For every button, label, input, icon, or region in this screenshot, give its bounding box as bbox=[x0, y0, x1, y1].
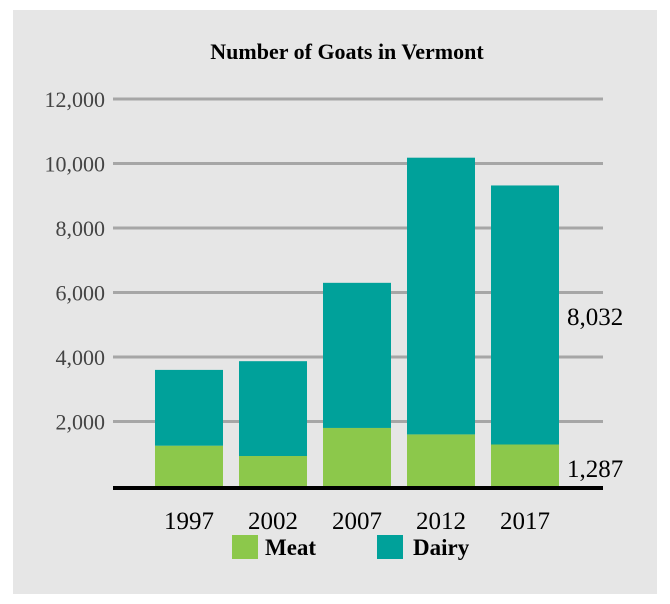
x-axis-ticks: 1997 2002 2007 2012 2017 bbox=[164, 508, 550, 535]
x-tick-label: 2002 bbox=[248, 508, 298, 535]
y-axis-ticks: 2,000 4,000 6,000 8,000 10,000 12,000 bbox=[45, 87, 106, 435]
bar-dairy-2002 bbox=[239, 361, 307, 457]
bar-dairy-2012 bbox=[407, 157, 475, 435]
x-tick-label: 1997 bbox=[164, 508, 214, 535]
chart-title: Number of Goats in Vermont bbox=[210, 39, 484, 64]
bar-meat-2002 bbox=[239, 456, 307, 486]
y-tick-label: 2,000 bbox=[56, 410, 106, 435]
annotation-dairy: 8,032 bbox=[567, 304, 623, 331]
bars bbox=[155, 157, 559, 486]
legend-label-meat: Meat bbox=[265, 535, 316, 560]
y-tick-label: 10,000 bbox=[45, 152, 106, 177]
legend-label-dairy: Dairy bbox=[413, 535, 470, 560]
annotations: 8,032 1,287 bbox=[567, 304, 623, 483]
legend: Meat Dairy bbox=[232, 535, 470, 560]
y-tick-label: 4,000 bbox=[56, 345, 106, 370]
y-tick-label: 6,000 bbox=[56, 281, 106, 306]
bar-dairy-2017 bbox=[491, 185, 559, 445]
legend-swatch-dairy bbox=[377, 535, 403, 559]
stacked-bar-chart: Number of Goats in Vermont 2,000 4,000 6,0… bbox=[45, 39, 624, 560]
bar-meat-2012 bbox=[407, 434, 475, 486]
legend-swatch-meat bbox=[232, 535, 258, 559]
bar-meat-2007 bbox=[323, 427, 391, 486]
x-tick-label: 2007 bbox=[332, 508, 382, 535]
bar-meat-2017 bbox=[491, 444, 559, 486]
y-tick-label: 12,000 bbox=[45, 87, 106, 112]
annotation-meat: 1,287 bbox=[567, 456, 623, 483]
x-tick-label: 2012 bbox=[416, 508, 466, 535]
bar-dairy-1997 bbox=[155, 369, 223, 446]
bar-dairy-2007 bbox=[323, 282, 391, 428]
x-tick-label: 2017 bbox=[500, 508, 550, 535]
chart-frame: Number of Goats in Vermont 2,000 4,000 6,0… bbox=[13, 10, 657, 594]
y-tick-label: 8,000 bbox=[56, 216, 106, 241]
bar-meat-1997 bbox=[155, 445, 223, 486]
